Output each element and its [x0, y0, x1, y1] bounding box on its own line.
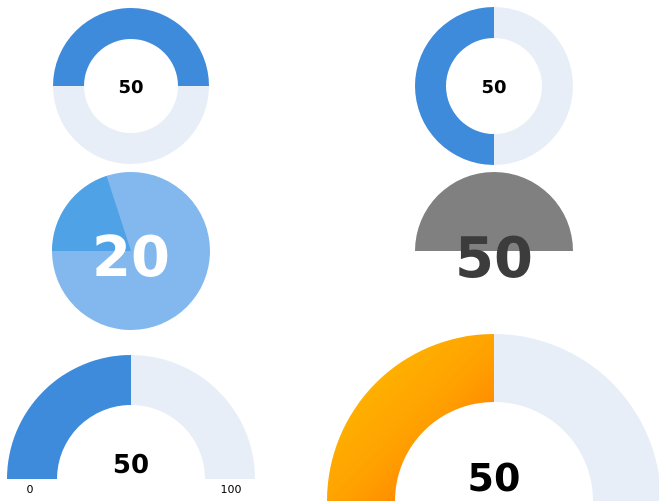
- pie-slice: [52, 175, 131, 251]
- gauge-value-label: 50: [455, 226, 533, 291]
- gauge-fill: [53, 8, 209, 86]
- gauge-value-label: 50: [113, 450, 149, 480]
- gauge-min-label: 0: [27, 483, 34, 496]
- gauge-value-label: 50: [468, 456, 521, 500]
- gauge-value-label: 50: [118, 77, 143, 98]
- gauge-track: [53, 86, 209, 164]
- gauge-value-label: 50: [481, 77, 506, 98]
- gauge-fill: [415, 7, 494, 165]
- gauge-fill: [7, 355, 131, 479]
- gauge-max-label: 100: [221, 483, 242, 496]
- gauge-fill: [327, 334, 494, 501]
- gauge-value-label: 20: [92, 225, 170, 290]
- gauge-track: [494, 334, 659, 501]
- gauge-track: [494, 7, 573, 165]
- semicircle-fill: [415, 172, 573, 251]
- gauge-track: [131, 355, 255, 479]
